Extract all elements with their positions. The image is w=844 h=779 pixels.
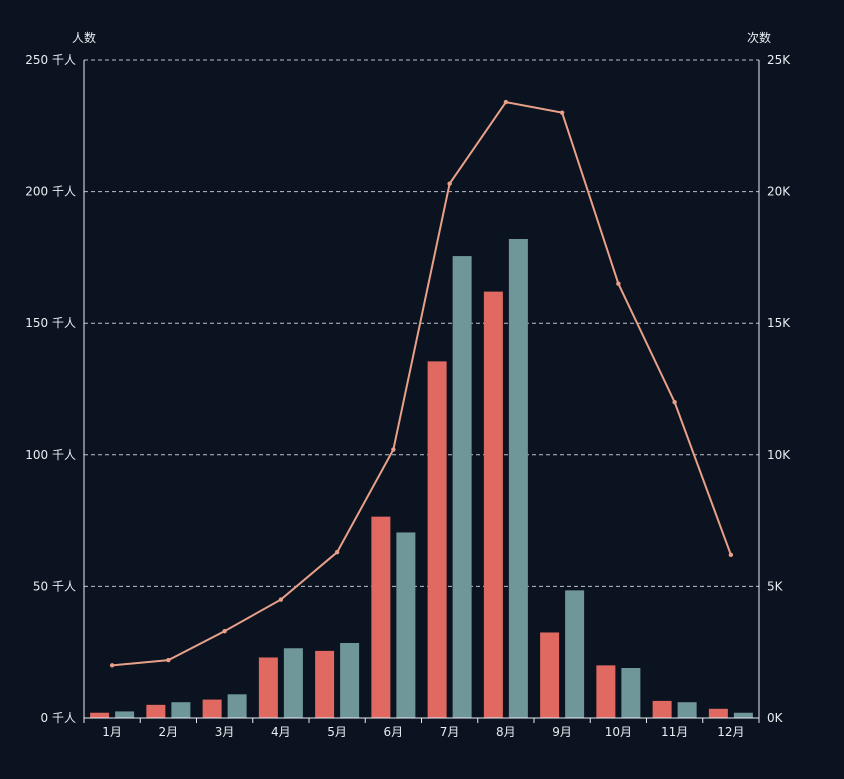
x-tick-label: 2月 [159,725,179,739]
bar-series [90,238,753,718]
bar [202,699,222,718]
x-tick-label: 1月 [102,725,122,739]
bar [733,712,753,718]
bar [596,665,616,718]
line-point [503,99,509,105]
line-point [278,597,284,602]
bar [340,642,360,718]
y-left-tick-label: 250 千人 [25,53,76,67]
line-point [616,281,621,286]
bar [258,657,278,718]
bar [708,708,728,718]
x-tick-label: 7月 [440,725,460,739]
bar [90,712,110,718]
y-right-tick-label: 20K [767,185,791,199]
bar [115,711,135,718]
y-left-tick-label: 150 千人 [25,316,76,330]
x-tick-label: 8月 [496,725,516,739]
y-left-tick-label: 50 千人 [33,579,76,593]
bar [227,694,247,718]
left-axis-name: 人数 [72,30,96,45]
bar [677,702,697,718]
bar [315,650,335,718]
x-tick-label: 11月 [661,725,688,739]
bar [652,700,672,718]
x-tick-label: 4月 [271,725,291,739]
line-point [166,657,171,663]
bar [508,238,528,718]
y-right-tick-label: 10K [767,448,791,462]
series-line [112,101,732,667]
bar [283,648,303,718]
bar [565,590,585,718]
right-axis-name: 次数 [747,30,771,45]
x-tick-label: 3月 [215,725,235,739]
bar [396,532,416,718]
axes: 0 千人 0K 50 千人 5K 100 千人 10K 150 千人 15K 200 千人 20K… [25,53,791,739]
y-left-tick-label: 100 千人 [25,448,76,462]
bar [371,516,391,718]
line-point [109,663,115,668]
x-tick-label: 9月 [552,725,572,739]
line-point [559,110,565,115]
y-right-tick-label: 5K [767,579,784,593]
y-left-tick-label: 200 千人 [25,185,76,199]
bar [540,632,560,718]
line-point [334,549,340,555]
y-right-tick-label: 0K [767,711,784,725]
line-point [391,447,396,452]
bar [483,291,503,718]
line-point [672,399,677,405]
x-tick-label: 12月 [717,725,744,739]
x-tick-label: 10月 [605,725,632,739]
y-left-tick-label: 0 千人 [41,711,76,725]
line-series [109,99,734,668]
bar [452,256,472,718]
bar [146,704,166,718]
line-point [447,181,452,186]
bar [171,702,191,718]
bar [427,361,447,718]
bar [621,667,641,718]
line-point [728,552,734,558]
y-right-tick-label: 25K [767,53,791,67]
line-point [222,628,227,634]
grid-lines [84,59,759,587]
x-tick-label: 5月 [327,725,347,739]
x-tick-label: 6月 [384,725,404,739]
y-right-tick-label: 15K [767,316,791,330]
